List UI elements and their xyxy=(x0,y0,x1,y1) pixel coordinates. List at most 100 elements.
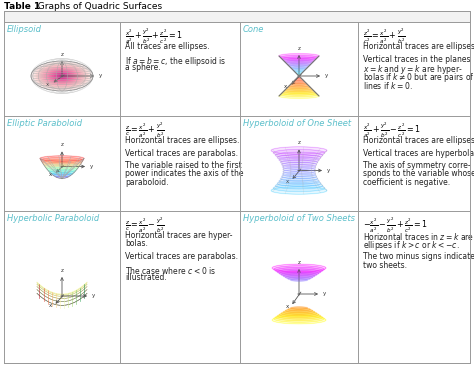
Text: a sphere.: a sphere. xyxy=(125,63,161,72)
Polygon shape xyxy=(283,172,316,176)
Text: z: z xyxy=(61,268,64,273)
Text: $\frac{z}{c} = \frac{x^2}{a^2} - \frac{y^2}{b^2}$: $\frac{z}{c} = \frac{x^2}{a^2} - \frac{y… xyxy=(125,215,165,235)
Polygon shape xyxy=(295,79,303,81)
Text: z: z xyxy=(61,142,64,148)
Text: $\frac{x^2}{a^2} + \frac{y^2}{b^2} - \frac{z^2}{c^2} = 1$: $\frac{x^2}{a^2} + \frac{y^2}{b^2} - \fr… xyxy=(363,120,421,139)
Text: The case where $c < 0$ is: The case where $c < 0$ is xyxy=(125,265,216,276)
Polygon shape xyxy=(271,147,327,154)
Polygon shape xyxy=(289,85,309,87)
Ellipse shape xyxy=(60,75,64,77)
Ellipse shape xyxy=(51,70,73,82)
Text: Vertical traces in the planes: Vertical traces in the planes xyxy=(363,55,471,63)
Polygon shape xyxy=(283,90,315,93)
Polygon shape xyxy=(274,266,324,273)
Ellipse shape xyxy=(42,66,82,85)
Polygon shape xyxy=(283,167,315,171)
Ellipse shape xyxy=(33,62,91,90)
Ellipse shape xyxy=(37,64,86,88)
Polygon shape xyxy=(279,178,319,184)
Polygon shape xyxy=(289,65,309,68)
Text: $-\frac{x^2}{a^2} - \frac{y^2}{b^2} + \frac{z^2}{c^2} = 1$: $-\frac{x^2}{a^2} - \frac{y^2}{b^2} + \f… xyxy=(363,215,428,235)
Polygon shape xyxy=(293,70,304,71)
Text: Vertical traces are parabolas.: Vertical traces are parabolas. xyxy=(125,252,238,261)
Text: Surface: Surface xyxy=(283,12,315,21)
Text: y: y xyxy=(327,168,330,173)
Text: Table 1: Table 1 xyxy=(4,2,40,11)
Text: x: x xyxy=(46,82,49,86)
Polygon shape xyxy=(281,176,318,181)
Ellipse shape xyxy=(57,73,67,78)
Polygon shape xyxy=(277,155,321,160)
Polygon shape xyxy=(291,83,307,85)
Text: The two minus signs indicate: The two minus signs indicate xyxy=(363,252,474,261)
Ellipse shape xyxy=(41,66,83,86)
Polygon shape xyxy=(291,307,308,309)
Polygon shape xyxy=(273,150,325,156)
Text: Horizontal traces are hyper-: Horizontal traces are hyper- xyxy=(125,231,233,240)
Polygon shape xyxy=(292,68,306,70)
Text: x: x xyxy=(48,172,52,177)
Ellipse shape xyxy=(46,68,78,84)
Polygon shape xyxy=(291,67,307,69)
Polygon shape xyxy=(42,159,82,164)
Text: x: x xyxy=(285,304,289,309)
Polygon shape xyxy=(279,157,319,162)
Ellipse shape xyxy=(52,71,72,81)
Text: z: z xyxy=(298,260,301,265)
Polygon shape xyxy=(285,275,312,279)
Text: Hyperbolic Paraboloid: Hyperbolic Paraboloid xyxy=(7,214,99,223)
Ellipse shape xyxy=(54,72,70,80)
Polygon shape xyxy=(291,279,308,281)
Polygon shape xyxy=(285,60,313,63)
Text: x: x xyxy=(284,84,287,89)
Polygon shape xyxy=(282,272,317,277)
Polygon shape xyxy=(282,57,316,61)
Polygon shape xyxy=(297,73,301,74)
Polygon shape xyxy=(292,82,306,84)
Polygon shape xyxy=(46,166,78,170)
Polygon shape xyxy=(50,171,74,174)
Text: power indicates the axis of the: power indicates the axis of the xyxy=(125,170,244,178)
Text: $\frac{x^2}{a^2} + \frac{y^2}{b^2} + \frac{z^2}{c^2} = 1$: $\frac{x^2}{a^2} + \frac{y^2}{b^2} + \fr… xyxy=(125,26,183,46)
Ellipse shape xyxy=(34,63,90,89)
Polygon shape xyxy=(47,167,77,171)
Text: Cone: Cone xyxy=(243,25,264,34)
Polygon shape xyxy=(276,314,322,321)
Polygon shape xyxy=(297,78,301,79)
Text: y: y xyxy=(90,164,93,169)
Text: Equation: Equation xyxy=(395,12,432,21)
Text: z: z xyxy=(298,46,301,51)
Text: bolas.: bolas. xyxy=(125,240,148,249)
Ellipse shape xyxy=(44,67,80,85)
Polygon shape xyxy=(271,187,327,194)
Polygon shape xyxy=(48,169,76,173)
Polygon shape xyxy=(283,274,315,278)
Text: Ellipsoid: Ellipsoid xyxy=(7,25,42,34)
Text: If $a = b = c$, the ellipsoid is: If $a = b = c$, the ellipsoid is xyxy=(125,55,226,68)
Text: bolas if $k \neq 0$ but are pairs of: bolas if $k \neq 0$ but are pairs of xyxy=(363,72,474,85)
Ellipse shape xyxy=(55,73,69,79)
Polygon shape xyxy=(52,173,73,175)
Polygon shape xyxy=(282,162,316,167)
Polygon shape xyxy=(283,165,316,169)
Polygon shape xyxy=(279,53,319,58)
Polygon shape xyxy=(54,174,71,177)
Polygon shape xyxy=(279,312,319,318)
Polygon shape xyxy=(43,161,82,165)
Polygon shape xyxy=(288,277,310,280)
Polygon shape xyxy=(41,157,83,162)
Text: Equation: Equation xyxy=(162,12,199,21)
Text: Horizontal traces are ellipses.: Horizontal traces are ellipses. xyxy=(363,42,474,51)
Text: Vertical traces are hyperbolas.: Vertical traces are hyperbolas. xyxy=(363,148,474,158)
Ellipse shape xyxy=(47,69,77,83)
Ellipse shape xyxy=(39,65,85,87)
Polygon shape xyxy=(281,92,318,97)
Polygon shape xyxy=(283,310,315,314)
Text: ellipses if $k > c$ or $k < -c$.: ellipses if $k > c$ or $k < -c$. xyxy=(363,240,460,253)
Text: $x = k$ and $y = k$ are hyper-: $x = k$ and $y = k$ are hyper- xyxy=(363,63,463,76)
Polygon shape xyxy=(286,87,312,90)
Polygon shape xyxy=(274,315,324,322)
Polygon shape xyxy=(277,181,321,186)
Polygon shape xyxy=(275,183,323,189)
Polygon shape xyxy=(275,152,323,158)
